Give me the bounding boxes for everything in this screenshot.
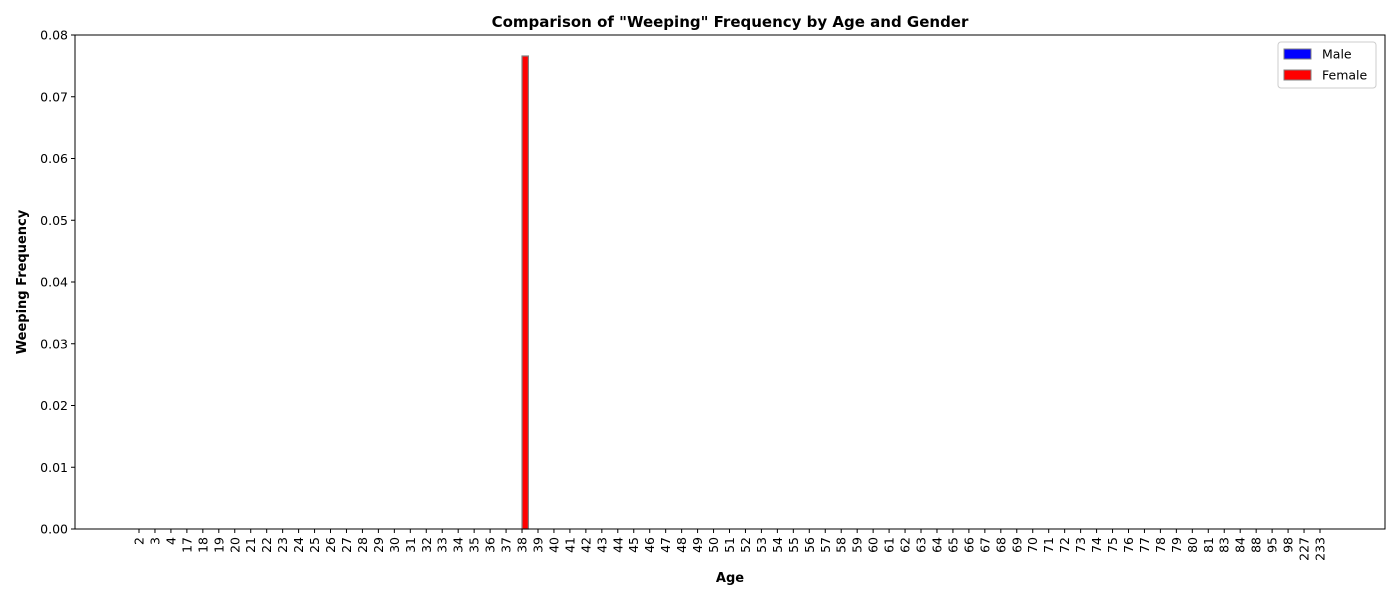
- x-tick-label: 41: [562, 537, 577, 553]
- x-tick-label: 66: [961, 537, 976, 553]
- x-tick-label: 84: [1233, 537, 1248, 553]
- x-tick-label: 21: [243, 537, 258, 553]
- x-tick-label: 2: [132, 537, 147, 545]
- x-tick-label: 50: [706, 537, 721, 553]
- x-tick-label: 59: [850, 537, 865, 553]
- bar-female-38: [521, 55, 530, 530]
- x-tick-label: 4: [163, 537, 178, 545]
- x-tick-label: 67: [977, 537, 992, 553]
- x-tick-label: 32: [419, 537, 434, 553]
- x-tick-label: 29: [371, 537, 386, 553]
- x-tick-label: 49: [690, 537, 705, 553]
- x-tick-label: 34: [451, 537, 466, 553]
- x-tick-label: 39: [530, 537, 545, 553]
- x-tick-label: 25: [307, 537, 322, 553]
- x-tick-label: 43: [594, 537, 609, 553]
- x-tick-label: 72: [1057, 537, 1072, 553]
- x-tick-label: 27: [339, 537, 354, 553]
- x-tick-label: 30: [387, 537, 402, 553]
- x-tick-label: 18: [195, 537, 210, 553]
- x-tick-label: 80: [1185, 537, 1200, 553]
- x-tick-label: 42: [578, 537, 593, 553]
- legend-label-female: Female: [1322, 68, 1368, 83]
- x-tick-label: 24: [291, 537, 306, 553]
- x-tick-label: 95: [1265, 537, 1280, 553]
- y-tick-label: 0.02: [40, 398, 68, 413]
- x-tick-label: 23: [275, 537, 290, 553]
- x-tick-label: 19: [211, 537, 226, 553]
- x-tick-label: 71: [1041, 537, 1056, 553]
- x-tick-label: 58: [834, 537, 849, 553]
- x-tick-label: 77: [1137, 537, 1152, 553]
- x-tick-label: 75: [1105, 537, 1120, 553]
- x-tick-label: 53: [754, 537, 769, 553]
- legend-label-male: Male: [1322, 47, 1352, 62]
- x-tick-label: 60: [866, 537, 881, 553]
- x-tick-label: 68: [993, 537, 1008, 553]
- x-tick-label: 55: [786, 537, 801, 553]
- x-tick-label: 62: [898, 537, 913, 553]
- x-tick-label: 83: [1217, 537, 1232, 553]
- x-tick-label: 38: [515, 537, 530, 553]
- x-tick-label: 17: [179, 537, 194, 553]
- x-tick-label: 48: [674, 537, 689, 553]
- x-tick-label: 54: [770, 537, 785, 553]
- x-tick-label: 227: [1297, 537, 1312, 561]
- x-tick-label: 73: [1073, 537, 1088, 553]
- x-tick-label: 3: [147, 537, 162, 545]
- x-tick-label: 33: [435, 537, 450, 553]
- x-tick-label: 52: [738, 537, 753, 553]
- chart-title: Comparison of "Weeping" Frequency by Age…: [492, 13, 969, 31]
- x-tick-label: 28: [355, 537, 370, 553]
- x-tick-label: 79: [1169, 537, 1184, 553]
- plot-frame: [74, 34, 1386, 530]
- x-tick-label: 70: [1025, 537, 1040, 553]
- x-tick-label: 56: [802, 537, 817, 553]
- x-tick-label: 69: [1009, 537, 1024, 553]
- x-tick-label: 78: [1153, 537, 1168, 553]
- x-tick-label: 57: [818, 537, 833, 553]
- legend-swatch-male: [1283, 48, 1312, 60]
- x-tick-label: 65: [945, 537, 960, 553]
- x-tick-label: 47: [658, 537, 673, 553]
- y-tick-label: 0.00: [40, 522, 68, 537]
- y-tick-label: 0.03: [40, 336, 68, 351]
- x-tick-label: 233: [1313, 537, 1328, 561]
- x-axis-label: Age: [716, 571, 744, 586]
- x-tick-label: 22: [259, 537, 274, 553]
- y-tick-label: 0.01: [40, 460, 68, 475]
- x-tick-label: 44: [610, 537, 625, 553]
- x-tick-label: 88: [1249, 537, 1264, 553]
- y-tick-label: 0.08: [40, 28, 68, 43]
- x-tick-label: 98: [1281, 537, 1296, 553]
- x-tick-label: 46: [642, 537, 657, 553]
- x-tick-label: 45: [626, 537, 641, 553]
- x-tick-label: 81: [1201, 537, 1216, 553]
- x-tick-label: 35: [467, 537, 482, 553]
- x-tick-label: 36: [483, 537, 498, 553]
- x-tick-label: 61: [882, 537, 897, 553]
- y-axis-label: Weeping Frequency: [15, 209, 30, 354]
- y-tick-label: 0.07: [40, 89, 68, 104]
- plot-area: 0.000.010.020.030.040.050.060.070.082 3 4 1…: [40, 28, 1386, 561]
- x-tick-label: 20: [227, 537, 242, 553]
- x-tick-label: 76: [1121, 537, 1136, 553]
- x-tick-label: 74: [1089, 537, 1104, 553]
- legend-swatch-female: [1283, 69, 1312, 81]
- x-tick-label: 37: [499, 537, 514, 553]
- x-tick-label: 64: [929, 537, 944, 553]
- x-tick-label: 31: [403, 537, 418, 553]
- y-tick-label: 0.04: [40, 275, 68, 290]
- x-tick-label: 40: [546, 537, 561, 553]
- legend: Male Female: [1277, 41, 1377, 89]
- x-tick-label: 51: [722, 537, 737, 553]
- y-tick-label: 0.06: [40, 151, 68, 166]
- x-tick-label: 63: [914, 537, 929, 553]
- x-tick-label: 26: [323, 537, 338, 553]
- y-tick-label: 0.05: [40, 213, 68, 228]
